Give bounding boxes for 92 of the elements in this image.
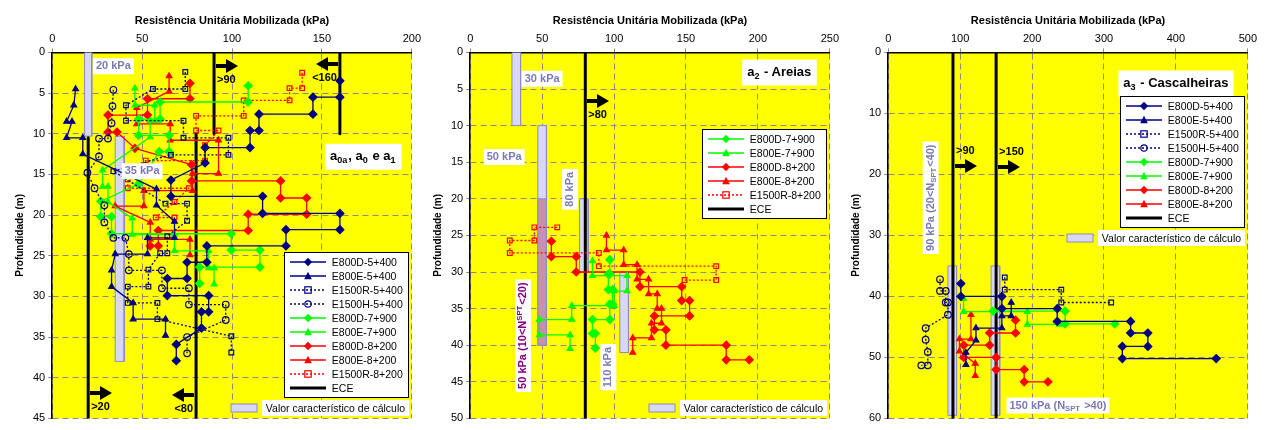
annotation: 110 kPa bbox=[601, 346, 614, 388]
y-tick-label: 30 bbox=[32, 289, 46, 302]
legend-label: E800D-7+900 bbox=[1167, 155, 1233, 170]
x-tick-label: 200 bbox=[748, 31, 768, 44]
legend-label: E1500H-5+400 bbox=[1167, 141, 1239, 156]
x-tick-label: 250 bbox=[820, 31, 839, 44]
y-tick-label: 40 bbox=[450, 338, 464, 351]
legend-label: E800E-5+400 bbox=[1167, 113, 1233, 128]
x-tick-label: 150 bbox=[312, 31, 332, 44]
x-tick-label: 150 bbox=[676, 31, 696, 44]
x-tick-label: 200 bbox=[1022, 31, 1042, 44]
y-tick-label: 50 bbox=[868, 350, 882, 363]
y-tick-label: 20 bbox=[868, 167, 882, 180]
annotation: >20 bbox=[91, 400, 110, 413]
legend-label: E800E-8+200 bbox=[749, 174, 815, 189]
y-axis-title: Profundidade (m) bbox=[13, 194, 25, 277]
y-tick-label: 25 bbox=[450, 228, 464, 241]
y-tick-label: 15 bbox=[450, 155, 464, 168]
y-tick-label: 45 bbox=[32, 411, 46, 424]
y-tick-label: 20 bbox=[450, 191, 464, 204]
legend-label: E800E-8+200 bbox=[331, 353, 397, 368]
y-tick-label: 30 bbox=[450, 265, 464, 278]
x-axis-title: Resistência Unitária Mobilizada (kPa) bbox=[552, 13, 748, 26]
legend-label: E1500R-8+200 bbox=[749, 188, 821, 203]
x-tick-label: 300 bbox=[1094, 31, 1114, 44]
legend-label: E800D-8+200 bbox=[749, 160, 815, 175]
legend-label: E800D-5+400 bbox=[1167, 99, 1233, 114]
x-tick-label: 0 bbox=[885, 31, 892, 44]
x-tick-label: 0 bbox=[467, 31, 474, 44]
x-tick-label: 200 bbox=[402, 31, 421, 44]
y-tick-label: 5 bbox=[457, 82, 464, 95]
y-tick-label: 25 bbox=[32, 248, 46, 261]
legend-label: E800D-8+200 bbox=[331, 339, 397, 354]
y-tick-label: 20 bbox=[32, 208, 46, 221]
annotation: 20 kPa bbox=[95, 59, 132, 72]
legend-label: E800D-7+900 bbox=[749, 132, 815, 147]
y-tick-label: 0 bbox=[875, 45, 882, 58]
y-tick-label: 5 bbox=[39, 86, 46, 99]
legend-label: E800E-8+200 bbox=[1167, 197, 1233, 212]
y-tick-label: 10 bbox=[450, 118, 464, 131]
annotation: <80 bbox=[174, 401, 194, 414]
x-axis-title: Resistência Unitária Mobilizada (kPa) bbox=[970, 13, 1166, 26]
legend-label: Valor característico de cálculo bbox=[1097, 230, 1246, 247]
y-tick-label: 35 bbox=[450, 301, 464, 314]
annotation: 30 kPa bbox=[524, 71, 561, 84]
y-tick-label: 50 bbox=[450, 411, 464, 424]
y-tick-label: 60 bbox=[868, 411, 882, 424]
x-tick-label: 100 bbox=[222, 31, 242, 44]
legend-label: E800E-7+900 bbox=[1167, 169, 1233, 184]
y-tick-label: 30 bbox=[868, 228, 882, 241]
y-tick-label: 40 bbox=[32, 370, 46, 383]
x-tick-label: 500 bbox=[1238, 31, 1257, 44]
legend-label: E1500H-5+400 bbox=[331, 297, 403, 312]
y-tick-label: 15 bbox=[32, 167, 46, 180]
legend-label: E800E-7+900 bbox=[749, 146, 815, 161]
legend-label: E800D-7+900 bbox=[331, 311, 397, 326]
y-tick-label: 40 bbox=[868, 289, 882, 302]
legend-label: E800E-7+900 bbox=[331, 325, 397, 340]
legend-label: E1500R-5+400 bbox=[331, 283, 403, 298]
legend-label: ECE bbox=[749, 202, 772, 217]
y-tick-label: 0 bbox=[39, 45, 46, 58]
y-axis-title: Profundidade (m) bbox=[431, 194, 443, 277]
x-axis-title: Resistência Unitária Mobilizada (kPa) bbox=[134, 13, 330, 26]
x-tick-label: 50 bbox=[136, 31, 149, 44]
legend-label: E800D-5+400 bbox=[331, 255, 397, 270]
x-tick-label: 100 bbox=[604, 31, 624, 44]
x-tick-label: 0 bbox=[49, 31, 56, 44]
x-tick-label: 400 bbox=[1166, 31, 1186, 44]
x-tick-label: 50 bbox=[536, 31, 549, 44]
legend-label: E800D-8+200 bbox=[1167, 183, 1233, 198]
legend-label: Valor característico de cálculo bbox=[679, 400, 828, 417]
annotation: >90 bbox=[955, 144, 975, 157]
annotation: >150 bbox=[999, 144, 1024, 157]
legend-label: ECE bbox=[331, 381, 354, 396]
y-axis-title: Profundidade (m) bbox=[849, 194, 861, 277]
y-tick-label: 10 bbox=[868, 106, 882, 119]
annotation: <160 bbox=[312, 70, 337, 83]
legend-label: ECE bbox=[1167, 211, 1190, 226]
y-tick-label: 0 bbox=[457, 45, 464, 58]
legend-label: E1500R-5+400 bbox=[1167, 127, 1239, 142]
annotation: 35 kPa bbox=[124, 164, 161, 177]
y-tick-label: 45 bbox=[450, 374, 464, 387]
x-tick-label: 100 bbox=[950, 31, 970, 44]
annotation: >90 bbox=[217, 73, 236, 86]
annotation: 50 kPa bbox=[486, 150, 523, 163]
legend-label: E800E-5+400 bbox=[331, 269, 397, 284]
legend-label: E1500R-8+200 bbox=[331, 367, 403, 382]
y-tick-label: 35 bbox=[32, 330, 46, 343]
y-tick-label: 10 bbox=[32, 126, 46, 139]
annotation: 80 kPa bbox=[563, 170, 576, 207]
annotation: >80 bbox=[588, 107, 607, 120]
legend-label: Valor característico de cálculo bbox=[261, 400, 410, 417]
